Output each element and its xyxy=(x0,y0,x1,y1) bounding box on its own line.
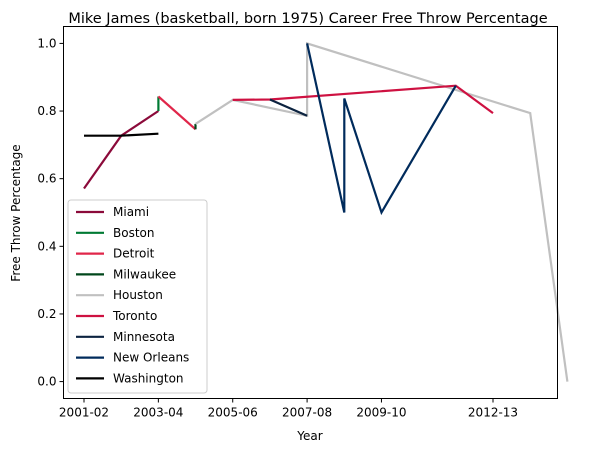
x-tick-label: 2009-10 xyxy=(356,406,406,420)
y-tick-label: 0.0 xyxy=(37,375,56,389)
y-tick-label: 0.6 xyxy=(37,172,56,186)
legend-box xyxy=(67,199,208,394)
series-line-detroit xyxy=(157,95,197,131)
legend-label: Miami xyxy=(113,205,149,219)
x-tick-label: 2003-04 xyxy=(133,406,183,420)
y-tick-label: 0.8 xyxy=(37,104,56,118)
series-line-toronto xyxy=(232,84,494,114)
y-axis-ticks: 0.0 0.2 0.4 0.6 0.8 1.0 xyxy=(37,36,64,389)
x-tick-label: 2005-06 xyxy=(208,406,258,420)
series-line-houston xyxy=(194,41,569,382)
legend-label: Washington xyxy=(113,371,184,385)
x-axis-label: Year xyxy=(296,429,322,443)
plot-area xyxy=(63,26,558,399)
series-line-minnesota xyxy=(269,98,308,117)
x-axis-ticks: 2001-02 2003-04 2005-06 2007-08 2009-10 2012-… xyxy=(59,398,518,420)
legend-label: Boston xyxy=(113,226,154,240)
legend-label: Toronto xyxy=(112,309,157,323)
legend-label: Detroit xyxy=(113,247,155,261)
y-tick-label: 0.2 xyxy=(37,307,56,321)
x-tick-label: 2001-02 xyxy=(59,406,109,420)
legend-label: Milwaukee xyxy=(113,267,176,281)
y-axis-label: Free Throw Percentage xyxy=(9,144,23,281)
chart-title: Mike James (basketball, born 1975) Caree… xyxy=(68,11,547,27)
series-line-miami xyxy=(83,110,160,190)
legend-label: Houston xyxy=(113,288,163,302)
legend-label: Minnesota xyxy=(113,330,175,344)
x-tick-label: 2012-13 xyxy=(468,406,518,420)
legend-label: New Orleans xyxy=(113,351,189,365)
x-tick-label: 2007-08 xyxy=(282,406,332,420)
series-line-washington xyxy=(84,132,159,137)
legend: Miami Boston Detroit Milwaukee Houston Toront… xyxy=(67,199,208,394)
y-tick-label: 1.0 xyxy=(37,36,56,50)
series-line-new-orleans xyxy=(306,43,457,216)
series-layer xyxy=(83,41,569,382)
y-tick-label: 0.4 xyxy=(37,239,56,253)
